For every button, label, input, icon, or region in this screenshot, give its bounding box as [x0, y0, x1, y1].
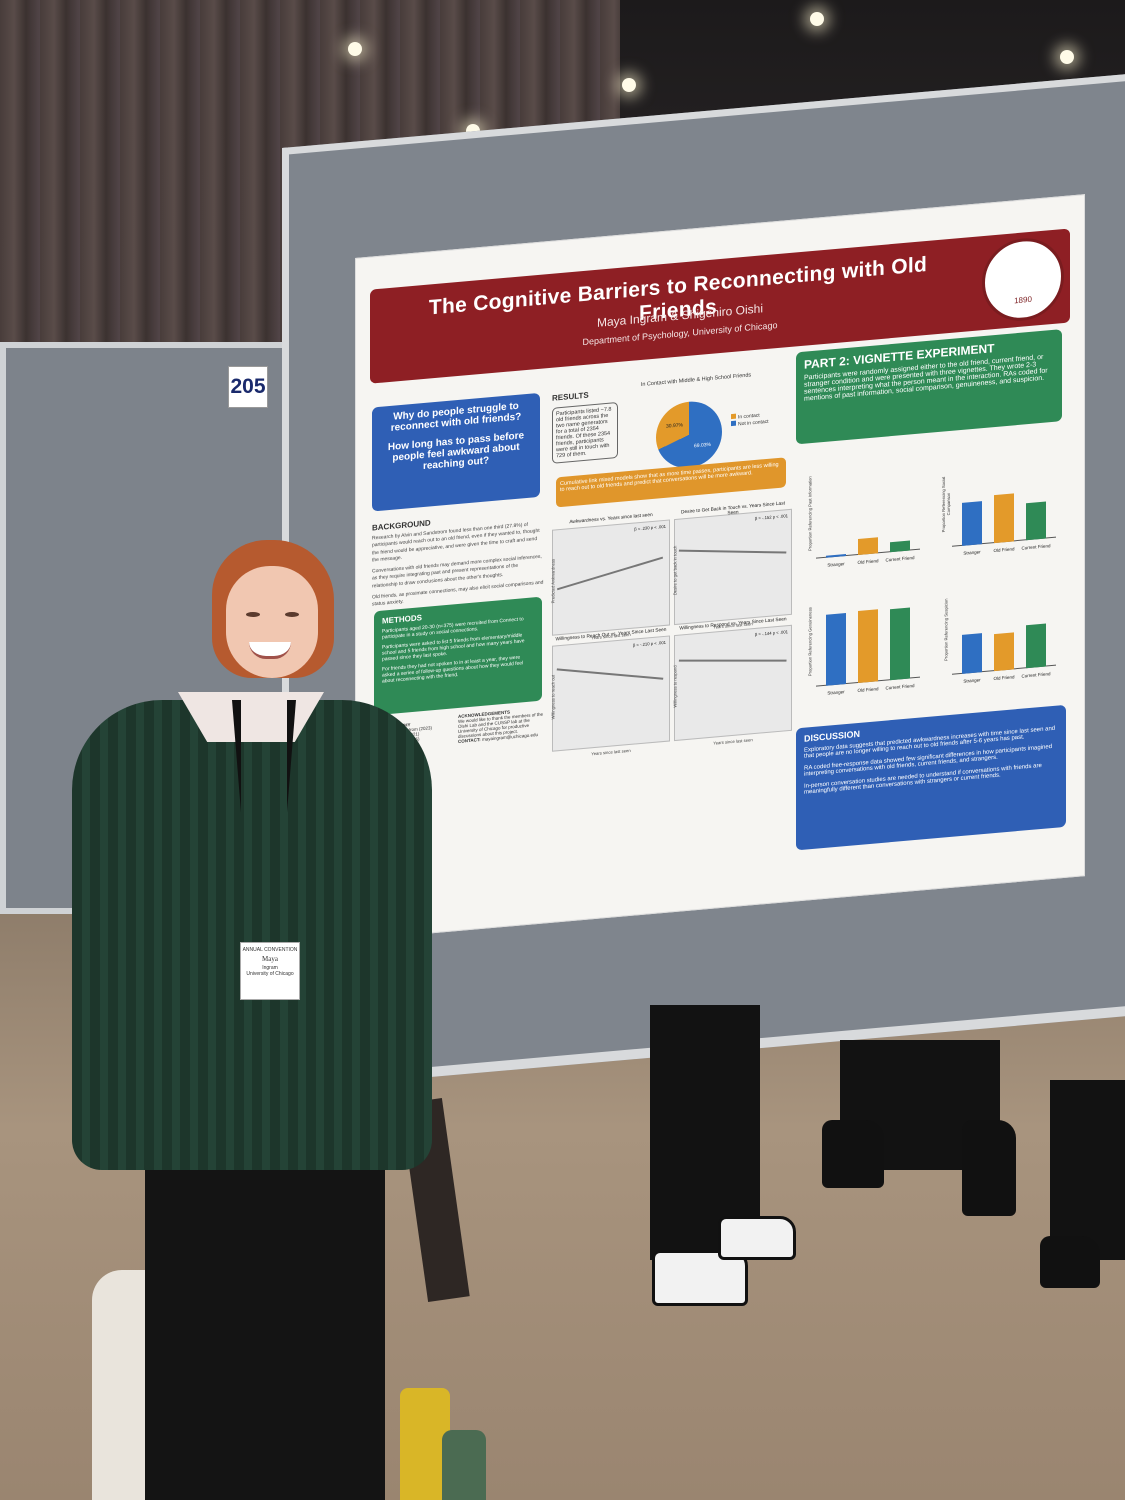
plot-ylabel: Willingness to respond: [672, 665, 678, 708]
boot: [1040, 1236, 1100, 1288]
plot-xlabel: Years since last seen: [713, 737, 753, 746]
badge-surname: Ingram: [262, 965, 278, 971]
legend-label: Not in contact: [738, 418, 769, 428]
plot-willingness-reach: Willingness to Reach Out vs. Years Since…: [550, 628, 670, 756]
trend-line: [678, 659, 787, 662]
plot-desire: Desire to Get Back in Touch vs. Years Si…: [672, 501, 792, 630]
bar-category-label: Old Friend: [857, 686, 879, 694]
bar-category-label: Stranger: [963, 677, 981, 684]
background-text: Research by Alvin and Sandstrom found le…: [372, 520, 544, 608]
booth-number-sign: 205: [228, 366, 268, 408]
ceiling-light: [1060, 50, 1074, 64]
bar: [858, 537, 878, 555]
green-water-bottle: [442, 1430, 486, 1500]
plot-xlabel: Years since last seen: [591, 747, 631, 757]
ceiling-light: [622, 78, 636, 92]
badge-org: University of Chicago: [246, 971, 294, 977]
plot-ylabel: Willingness to reach out: [550, 674, 556, 720]
yellow-water-bottle: [400, 1388, 450, 1500]
eye: [285, 612, 299, 617]
bar: [890, 607, 910, 681]
bar-chart-social-comparison: Proportion Referencing Social Comparison…: [941, 447, 1058, 561]
research-questions: Why do people struggle to reconnect with…: [372, 392, 540, 512]
bar: [1026, 623, 1046, 669]
bar-category-label: Old Friend: [993, 674, 1015, 682]
bar-ylabel: Proportion Referencing Social Comparison: [941, 476, 951, 533]
bar: [826, 613, 846, 686]
sneaker: [718, 1216, 796, 1260]
bar: [890, 540, 910, 553]
question-1: Why do people struggle to reconnect with…: [390, 400, 522, 434]
plot-stat: β = -.144 p < .001: [754, 629, 788, 638]
bar-category-label: Stranger: [827, 561, 845, 568]
pie-label-in-contact: 30.97%: [666, 422, 683, 430]
trend-line: [556, 668, 664, 680]
bar-category-label: Stranger: [827, 689, 845, 696]
bar-chart-suspicion: Proportion Referencing Suspicion Strange…: [943, 575, 1058, 689]
acknowledgements: ACKNOWLEDGEMENTS We would like to thank …: [458, 706, 546, 744]
plot-ylabel: Predicted Awkwardness: [550, 558, 556, 604]
plot-awkwardness: Awkwardness vs. Years since last seen β …: [550, 513, 670, 640]
bar: [994, 632, 1014, 672]
contact-pie-chart: 30.97% 69.03%: [656, 398, 722, 471]
bar: [858, 609, 878, 683]
bar: [826, 553, 846, 558]
bar-ylabel: Proportion Referencing Genuineness: [807, 607, 813, 677]
bar-category-label: Old Friend: [857, 558, 879, 566]
trend-line: [557, 556, 664, 591]
bar-ylabel: Proportion Referencing Suspicion: [943, 598, 949, 662]
plot-stat: β = -.152 p < .001: [754, 513, 788, 522]
cumulative-models-box: Cumulative link mixed models show that a…: [556, 457, 786, 508]
question-2: How long has to pass before people feel …: [387, 430, 525, 473]
name-badge: ANNUAL CONVENTION Maya Ingram University…: [240, 942, 300, 1000]
trend-line: [678, 549, 787, 554]
bar: [994, 493, 1014, 544]
bar-category-label: Current Friend: [885, 555, 915, 563]
boot: [822, 1120, 884, 1188]
bar-category-label: Current Friend: [885, 683, 915, 691]
bar-category-label: Old Friend: [993, 546, 1015, 554]
plot-stat: β = .230 p < .001: [634, 523, 666, 532]
badge-event: ANNUAL CONVENTION: [242, 947, 298, 953]
bar-ylabel: Proportion Referencing Past Information: [807, 476, 813, 552]
results-heading: RESULTS: [552, 390, 589, 403]
pie-chart-title: In Contact with Middle & High School Fri…: [640, 372, 752, 388]
bar-category-label: Stranger: [963, 549, 981, 556]
ceiling-light: [810, 12, 824, 26]
bar-chart-genuineness: Proportion Referencing Genuineness Stran…: [807, 587, 922, 701]
plot-stat: β = -.210 p < .001: [632, 639, 666, 648]
bar-category-label: Current Friend: [1021, 543, 1051, 551]
smile: [249, 642, 291, 659]
part2-vignette-box: PART 2: VIGNETTE EXPERIMENT Participants…: [796, 329, 1062, 445]
badge-name: Maya: [262, 955, 278, 963]
bar-chart-past-info: Proportion Referencing Past Information …: [807, 459, 922, 573]
green-cable-knit-sweater: [72, 700, 432, 1170]
boot: [962, 1120, 1016, 1216]
research-poster: The Cognitive Barriers to Reconnecting w…: [355, 194, 1085, 940]
discussion-box: DISCUSSION Exploratory data suggests tha…: [796, 704, 1066, 851]
pie-legend: In contact Not in contact: [731, 411, 769, 428]
bar: [1026, 501, 1046, 541]
smiling-face: [226, 566, 318, 678]
eye: [246, 612, 260, 617]
methods-box: METHODS Participants aged 20-30 (n=375) …: [374, 596, 542, 716]
person-legs: [1050, 1080, 1125, 1260]
seal-year: 1890: [1014, 294, 1032, 305]
ceiling-light: [348, 42, 362, 56]
plot-ylabel: Desire to get back in touch: [672, 545, 678, 596]
results-text: Participants listed ~7.8 old friends acr…: [552, 401, 618, 464]
pie-label-not-in-contact: 69.03%: [694, 441, 711, 450]
bar: [962, 500, 982, 546]
bar: [962, 633, 982, 674]
bar-category-label: Current Friend: [1021, 671, 1051, 679]
university-seal-icon: 1890: [982, 234, 1064, 325]
plot-willingness-respond: Willingness to Respond vs. Years Since L…: [672, 617, 792, 746]
contact-label: CONTACT:: [458, 737, 481, 744]
